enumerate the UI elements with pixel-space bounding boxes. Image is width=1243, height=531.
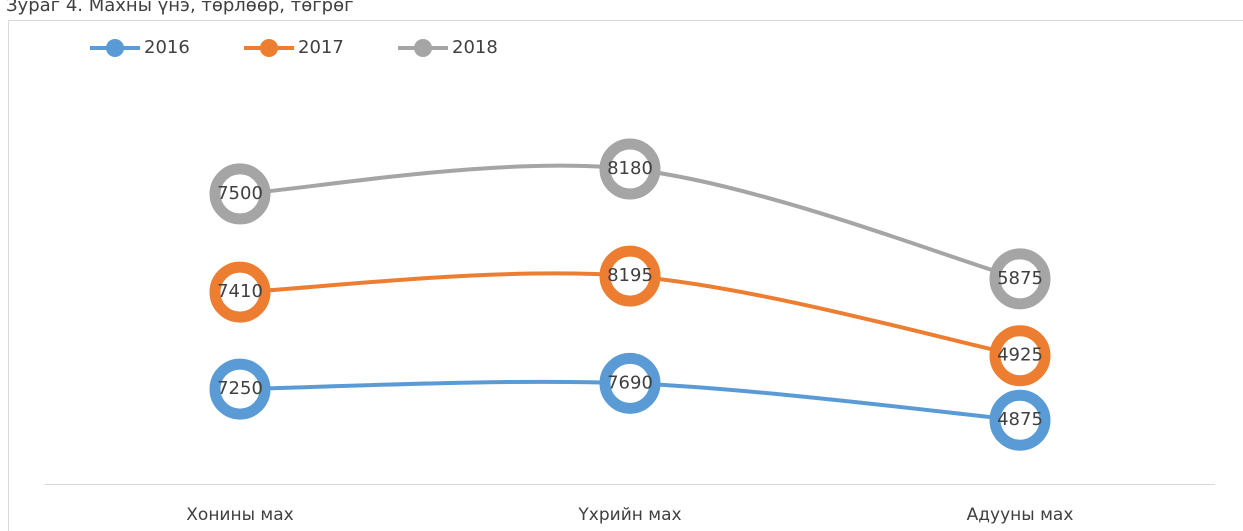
data-label: 7250 [217, 378, 263, 399]
legend-label: 2018 [452, 37, 498, 58]
data-label: 7690 [607, 372, 653, 393]
legend-marker [106, 39, 124, 57]
legend-label: 2017 [298, 37, 344, 58]
marker [989, 389, 1051, 451]
marker [989, 248, 1051, 310]
legend-marker [260, 39, 278, 57]
x-tick-label: Хонины мах [186, 505, 293, 525]
x-tick-label: Үхрийн мах [577, 505, 681, 525]
legend-marker [414, 39, 432, 57]
legend-label: 2016 [144, 37, 190, 58]
marker [209, 163, 271, 225]
data-label: 5875 [997, 268, 1043, 289]
marker [209, 261, 271, 323]
marker [989, 325, 1051, 387]
marker [209, 358, 271, 420]
data-label: 7410 [217, 281, 263, 302]
marker [599, 352, 661, 414]
marker [599, 138, 661, 200]
data-label: 4925 [997, 345, 1043, 366]
data-label: 7500 [217, 183, 263, 204]
x-tick-label: Адууны мах [967, 505, 1074, 525]
data-label: 8180 [607, 158, 653, 179]
chart-title: Зураг 4. Махны үнэ, төрлөөр, төгрөг [6, 0, 354, 16]
data-label: 8195 [607, 265, 653, 286]
data-label: 4875 [997, 409, 1043, 430]
marker [599, 245, 661, 307]
